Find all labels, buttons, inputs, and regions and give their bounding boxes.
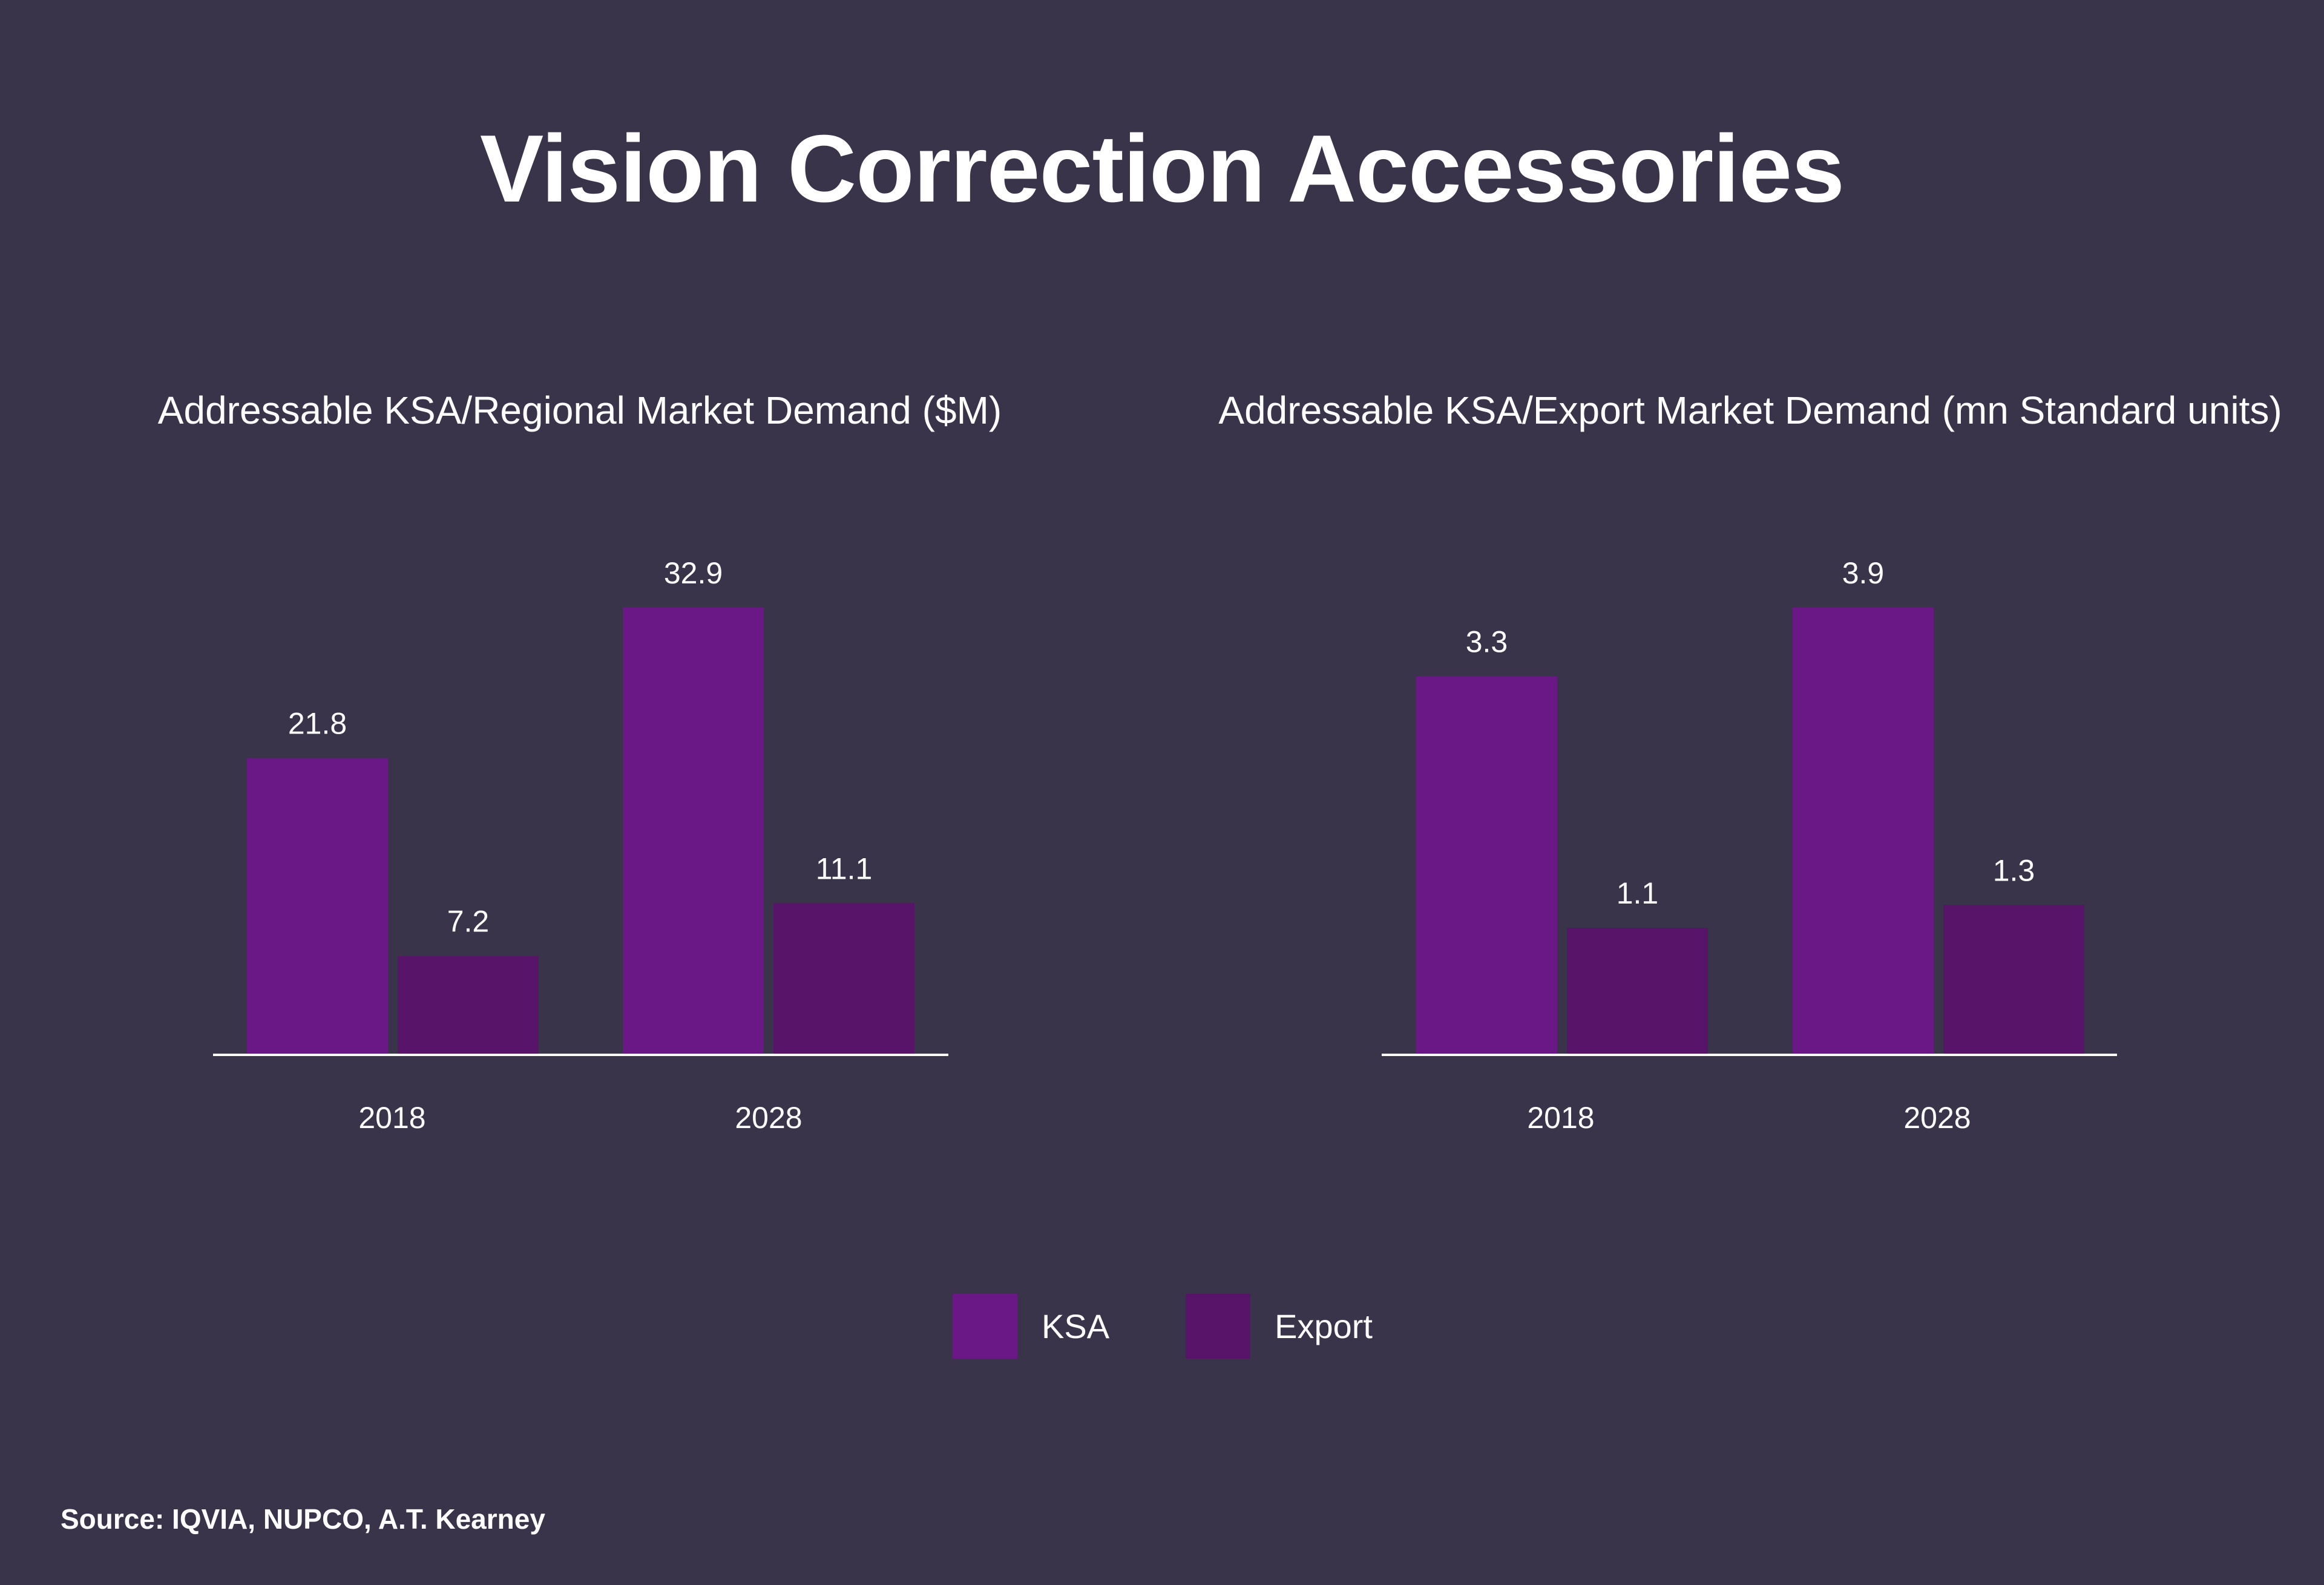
- chart-left-value-label-ksa-2018: 21.8: [288, 707, 347, 741]
- chart-right-title: Addressable KSA/Export Market Demand (mn…: [1218, 389, 2282, 432]
- source-note: Source: IQVIA, NUPCO, A.T. Kearney: [61, 1503, 545, 1535]
- chart-right: Addressable KSA/Export Market Demand (mn…: [1218, 389, 2282, 1135]
- legend-swatch-ksa: [953, 1294, 1018, 1359]
- chart-right-value-label-export-2028: 1.3: [1993, 853, 2035, 887]
- chart-left-bars: [247, 608, 914, 1054]
- chart-left-value-label-ksa-2028: 32.9: [664, 556, 723, 590]
- chart-right-bars: [1416, 608, 2084, 1054]
- chart-left-value-label-export-2018: 7.2: [447, 905, 490, 939]
- chart-left-x-tick-2018: 2018: [358, 1101, 425, 1135]
- chart-left-title: Addressable KSA/Regional Market Demand (…: [158, 389, 1002, 432]
- chart-left-value-label-export-2028: 11.1: [816, 852, 873, 885]
- chart-left-x-tick-2028: 2028: [735, 1101, 802, 1135]
- chart-left: Addressable KSA/Regional Market Demand (…: [158, 389, 1002, 1135]
- chart-left-bar-export-2028: [773, 903, 914, 1054]
- legend-label-export: Export: [1275, 1307, 1373, 1345]
- chart-left-bar-export-2018: [398, 956, 539, 1054]
- chart-right-x-tick-2028: 2028: [1903, 1101, 1971, 1135]
- chart-right-value-label-ksa-2018: 3.3: [1466, 625, 1508, 658]
- chart-right-x-tick-2018: 2018: [1527, 1101, 1594, 1135]
- legend-item-export: Export: [1186, 1294, 1373, 1359]
- chart-right-value-label-ksa-2028: 3.9: [1842, 556, 1885, 590]
- legend-item-ksa: KSA: [953, 1294, 1109, 1359]
- legend-label-ksa: KSA: [1042, 1307, 1110, 1345]
- chart-left-bar-ksa-2028: [623, 608, 764, 1054]
- legend: KSA Export: [0, 1294, 2324, 1359]
- page-title: Vision Correction Accessories: [479, 116, 1845, 222]
- chart-right-value-labels: 3.3 1.1 3.9 1.3: [1466, 556, 2035, 910]
- chart-left-value-labels: 21.8 7.2 32.9 11.1: [288, 556, 872, 939]
- chart-right-bar-ksa-2028: [1793, 608, 1934, 1054]
- chart-right-bar-export-2018: [1567, 928, 1708, 1054]
- legend-swatch-export: [1186, 1294, 1251, 1359]
- chart-left-bar-ksa-2018: [247, 758, 388, 1054]
- chart-right-bar-ksa-2018: [1416, 676, 1557, 1054]
- chart-right-bar-export-2028: [1943, 905, 2084, 1054]
- chart-right-value-label-export-2018: 1.1: [1617, 876, 1659, 910]
